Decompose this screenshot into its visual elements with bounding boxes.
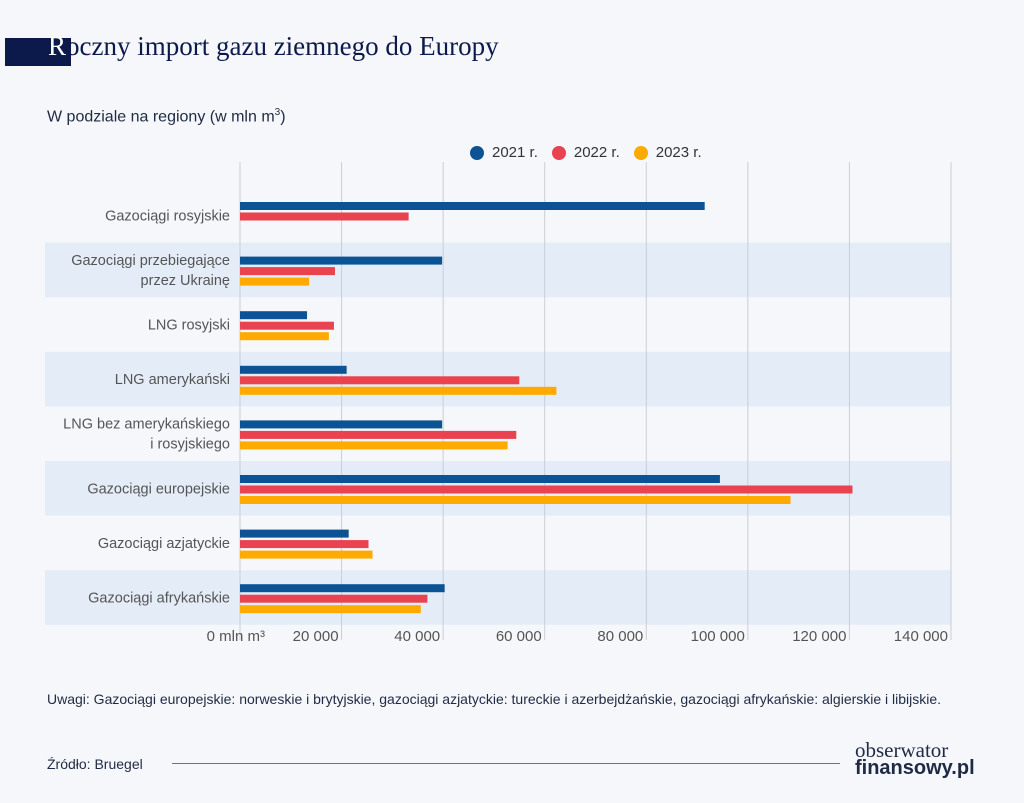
bar-2021 (240, 420, 443, 429)
bar-2023 (240, 332, 329, 341)
bar-2023 (240, 605, 421, 614)
x-tick-label: 20 000 (293, 628, 339, 645)
x-tick-label: 40 000 (394, 628, 440, 645)
bar-chart: 0 mln m³ 20 000 40 000 60 000 80 000 100 000 1… (45, 162, 952, 645)
legend-swatch (470, 145, 484, 160)
bar-2023 (240, 441, 508, 450)
bar-2021 (240, 311, 308, 320)
bar-2022 (240, 485, 853, 494)
category-label: Gazociągi rosyjskie (105, 208, 230, 224)
divider (172, 763, 840, 764)
category-label: Gazociągi przebiegające (71, 253, 230, 269)
bar-2021 (240, 365, 347, 374)
category-label: przez Ukrainę (141, 273, 230, 289)
legend: 2021 r. 2022 r. 2023 r. (470, 144, 702, 161)
legend-swatch (633, 145, 648, 160)
category-label: LNG rosyjski (148, 318, 230, 334)
category-label: LNG amerykański (115, 372, 230, 388)
bar-2022 (240, 212, 409, 221)
x-tick-label: 100 000 (691, 628, 745, 645)
bar-2022 (240, 540, 369, 549)
row-band (45, 242, 951, 298)
bar-2021 (240, 529, 349, 538)
row-band (45, 570, 951, 625)
bar-2021 (240, 475, 720, 483)
category-label: Gazociągi azjatyckie (98, 536, 230, 552)
bar-2022 (240, 594, 428, 603)
bar-2022 (240, 267, 335, 276)
category-label: Gazociągi europejskie (87, 481, 230, 497)
x-tick-label: 0 mln m³ (207, 628, 265, 645)
category-label: i rosyjskiego (150, 437, 230, 453)
category-label: Gazociągi afrykańskie (88, 591, 230, 607)
logo: obserwator finansowy.pl (855, 738, 975, 779)
bar-2021 (240, 256, 443, 265)
x-tick-label: 140 000 (894, 628, 948, 645)
title-accent-block (5, 38, 71, 66)
chart-note: Uwagi: Gazociągi europejskie: norweskie … (47, 691, 942, 707)
page-title: Roczny import gazu ziemnego do Europy (48, 31, 499, 61)
legend-item-2021: 2021 r. (470, 144, 538, 161)
bar-2022 (240, 321, 334, 330)
x-tick-label: 120 000 (792, 628, 846, 645)
legend-item-2023: 2023 r. (633, 144, 702, 161)
bar-2021 (240, 202, 705, 210)
legend-item-2022: 2022 r. (551, 144, 620, 161)
bar-2023 (240, 277, 310, 286)
chart-subtitle: W podziale na regiony (w mln m3) (47, 107, 286, 126)
bar-2023 (240, 550, 373, 559)
bar-2022 (240, 430, 517, 439)
legend-swatch (551, 145, 566, 160)
bar-2022 (240, 376, 520, 385)
x-tick-label: 80 000 (597, 628, 643, 645)
x-tick-label: 60 000 (496, 628, 542, 645)
chart-source: Źródło: Bruegel (47, 756, 143, 772)
bar-2021 (240, 584, 445, 593)
category-label: LNG bez amerykańskiego (63, 417, 230, 433)
bar-2023 (240, 386, 557, 395)
bar-2023 (240, 496, 791, 504)
